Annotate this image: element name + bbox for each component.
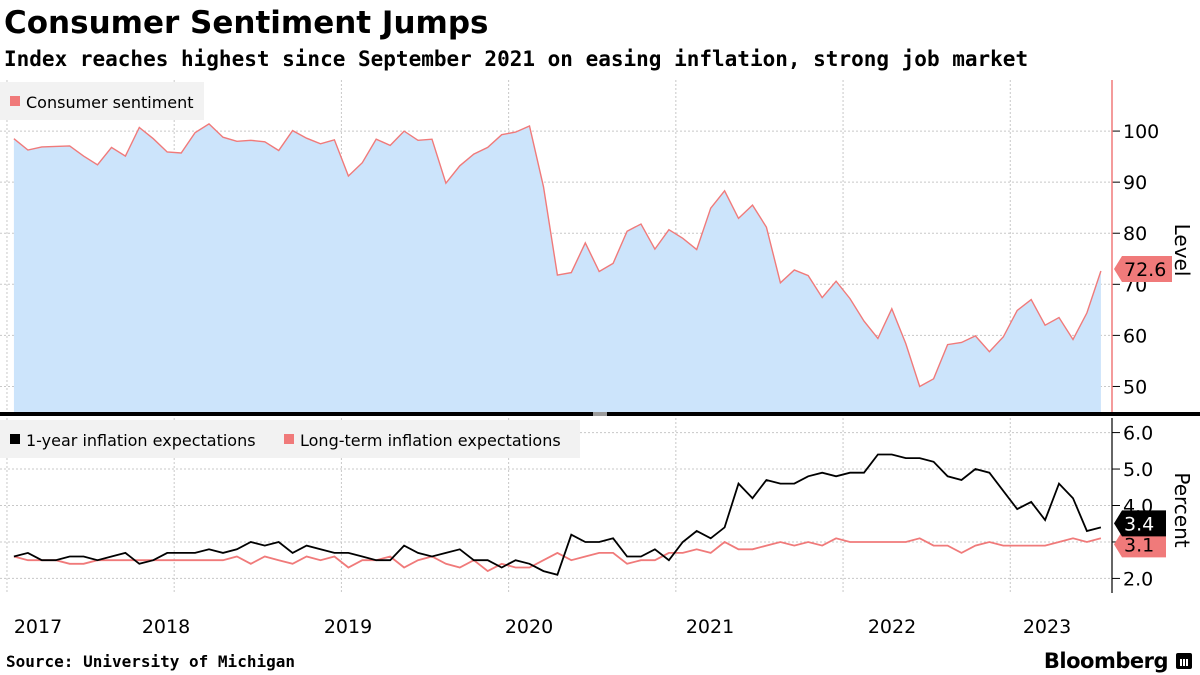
sentiment-legend-bg xyxy=(0,82,204,120)
one-year-last-value-text: 3.4 xyxy=(1124,513,1154,535)
level-tick-label: 80 xyxy=(1123,223,1147,245)
sentiment-last-value: 72.6 xyxy=(1114,256,1172,283)
sentiment-line xyxy=(13,123,1102,388)
chart-title: Consumer Sentiment Jumps xyxy=(4,5,489,41)
long-term-last-value-text: 3.1 xyxy=(1124,534,1154,556)
one-year-legend-label: 1-year inflation expectations xyxy=(26,431,256,450)
series-layer xyxy=(13,123,1102,576)
long-term-line xyxy=(13,537,1102,573)
level-tick-label: 50 xyxy=(1123,376,1147,398)
axis-layer: 50607080901002.03.04.05.06.0LevelPercent… xyxy=(0,80,1200,638)
one-year-last-value-bg xyxy=(1114,510,1166,537)
panel-divider-grip xyxy=(593,412,607,416)
label-layer: 3.13.4 72.6 xyxy=(1114,256,1172,558)
year-tick-label: 2021 xyxy=(686,616,734,638)
percent-tick-label: 5.0 xyxy=(1123,459,1153,481)
one-year-last-value: 3.4 xyxy=(1114,510,1166,537)
long-term-legend-label: Long-term inflation expectations xyxy=(300,431,561,450)
bloomberg-terminal-icon xyxy=(1176,653,1192,669)
long-term-legend-swatch xyxy=(284,434,294,444)
level-tick-label: 100 xyxy=(1123,121,1159,143)
level-tick-label: 90 xyxy=(1123,172,1147,194)
source-note: Source: University of Michigan xyxy=(6,652,295,671)
long-term-last-value: 3.1 xyxy=(1114,531,1166,558)
level-tick-label: 60 xyxy=(1123,325,1147,347)
chart-subtitle: Index reaches highest since September 20… xyxy=(4,47,1029,71)
long-term-last-value-bg xyxy=(1114,531,1166,558)
year-tick-label: 2017 xyxy=(14,616,62,638)
bloomberg-logo: Bloomberg xyxy=(1043,649,1169,673)
one-year-line xyxy=(13,453,1102,576)
sentiment-last-value-bg xyxy=(1114,256,1172,283)
year-tick-label: 2023 xyxy=(1023,616,1071,638)
year-tick-label: 2018 xyxy=(142,616,190,638)
sentiment-legend-swatch xyxy=(10,96,20,106)
legend-layer: Consumer sentiment 1-year inflation expec… xyxy=(0,82,580,458)
year-tick-label: 2020 xyxy=(505,616,553,638)
year-tick-label: 2022 xyxy=(868,616,916,638)
sentiment-last-value-text: 72.6 xyxy=(1124,259,1166,281)
sentiment-area xyxy=(13,123,1101,413)
percent-tick-label: 2.0 xyxy=(1123,568,1153,590)
percent-tick-label: 6.0 xyxy=(1123,423,1153,445)
sentiment-legend-label: Consumer sentiment xyxy=(26,93,194,112)
percent-axis-title: Percent xyxy=(1170,472,1194,547)
one-year-legend-swatch xyxy=(10,434,20,444)
year-tick-label: 2019 xyxy=(324,616,372,638)
level-axis-title: Level xyxy=(1170,224,1194,277)
